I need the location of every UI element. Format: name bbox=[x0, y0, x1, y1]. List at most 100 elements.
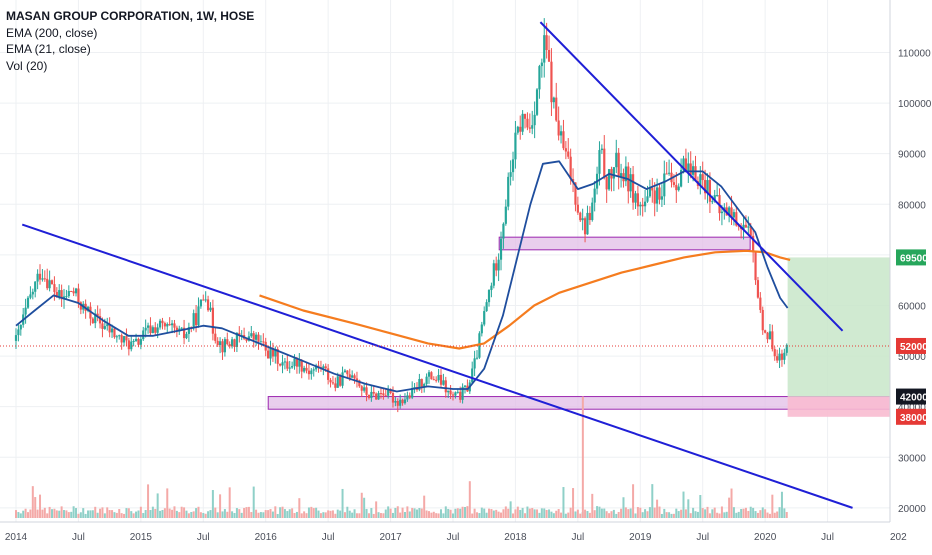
volume-bar bbox=[468, 481, 471, 518]
volume-bar bbox=[528, 508, 531, 518]
candle-body bbox=[211, 307, 214, 334]
candle-body bbox=[288, 367, 291, 369]
volume-bar bbox=[444, 506, 447, 518]
volume-bar bbox=[295, 511, 298, 518]
candle-body bbox=[41, 278, 44, 280]
volume-bar bbox=[341, 488, 344, 518]
volume-bar bbox=[756, 512, 759, 518]
volume-bar bbox=[749, 506, 752, 518]
volume-bar bbox=[274, 506, 277, 518]
volume-bar bbox=[142, 513, 145, 518]
volume-bar bbox=[545, 509, 548, 518]
volume-bar bbox=[151, 506, 154, 518]
candle-body bbox=[655, 187, 659, 204]
volume-bar bbox=[99, 508, 102, 518]
volume-bar bbox=[36, 509, 39, 518]
candle-body bbox=[168, 324, 171, 326]
volume-bar bbox=[324, 512, 327, 518]
volume-bar bbox=[315, 507, 318, 518]
candle-body bbox=[728, 207, 731, 216]
candle-body bbox=[401, 399, 404, 404]
volume-bar bbox=[135, 511, 138, 518]
volume-bar bbox=[216, 512, 219, 518]
volume-bar bbox=[454, 508, 457, 518]
candle-body bbox=[154, 327, 157, 333]
volume-bar bbox=[209, 510, 212, 518]
candle-body bbox=[389, 389, 392, 394]
volume-bar bbox=[785, 512, 788, 518]
price-label-bg bbox=[896, 408, 926, 425]
volume-bar bbox=[548, 509, 551, 518]
volume-bar bbox=[159, 510, 162, 518]
candle-body bbox=[636, 193, 639, 207]
volume-bar bbox=[740, 508, 743, 518]
candle-body bbox=[711, 201, 714, 203]
volume-bar bbox=[103, 513, 106, 518]
volume-bar bbox=[648, 507, 651, 518]
candle-body bbox=[221, 341, 224, 353]
volume-bar bbox=[27, 512, 30, 518]
volume-bar bbox=[113, 512, 116, 518]
candle-body bbox=[427, 372, 431, 377]
candle-body bbox=[581, 218, 584, 221]
volume-bar bbox=[384, 509, 387, 518]
volume-bar bbox=[752, 507, 755, 518]
volume-bar bbox=[492, 510, 495, 518]
candle-body bbox=[684, 158, 688, 171]
candle-body bbox=[89, 306, 92, 319]
volume-bar bbox=[329, 510, 332, 518]
volume-bar bbox=[629, 508, 632, 518]
candle-body bbox=[77, 288, 80, 303]
volume-bar bbox=[245, 507, 248, 518]
volume-bar bbox=[605, 511, 608, 518]
candle-body bbox=[603, 148, 606, 177]
candle-body bbox=[675, 184, 678, 191]
candle-body bbox=[125, 336, 128, 341]
candle-body bbox=[363, 387, 366, 391]
candle-body bbox=[780, 353, 784, 360]
volume-bar bbox=[490, 509, 493, 518]
volume-bar bbox=[567, 512, 570, 518]
candle-body bbox=[749, 226, 752, 236]
volume-bar bbox=[305, 513, 308, 518]
candle-body bbox=[113, 328, 116, 338]
candle-body bbox=[331, 382, 335, 384]
volume-bar bbox=[552, 513, 555, 518]
candle-body bbox=[591, 202, 594, 221]
candle-body bbox=[689, 163, 692, 175]
price-axis-bg bbox=[890, 0, 932, 550]
candle-body bbox=[175, 327, 178, 332]
candle-body bbox=[425, 376, 428, 385]
volume-bar bbox=[267, 510, 270, 518]
candle-body bbox=[456, 391, 459, 393]
candle-body bbox=[72, 291, 75, 294]
chart-title: MASAN GROUP CORPORATION, 1W, HOSE bbox=[6, 9, 255, 23]
candle-body bbox=[322, 366, 325, 369]
candle-body bbox=[612, 167, 615, 179]
volume-bar bbox=[363, 497, 366, 518]
candle-body bbox=[471, 368, 474, 383]
volume-bar bbox=[175, 510, 178, 518]
volume-bar bbox=[418, 507, 421, 518]
candle-body bbox=[579, 212, 582, 221]
x-tick-label: 2018 bbox=[504, 532, 527, 543]
candle-body bbox=[370, 391, 373, 399]
candle-body bbox=[694, 166, 697, 182]
volume-bar bbox=[639, 507, 642, 518]
volume-bar bbox=[560, 512, 563, 518]
volume-bar bbox=[132, 513, 135, 518]
ema21-line bbox=[15, 160, 789, 393]
volume-bar bbox=[190, 511, 193, 518]
candle-body bbox=[216, 340, 219, 345]
candle-body bbox=[598, 150, 601, 174]
volume-bar bbox=[483, 508, 486, 518]
volume-bar bbox=[197, 506, 200, 518]
volume-bar bbox=[29, 509, 32, 518]
volume-bar bbox=[211, 490, 214, 518]
volume-bar bbox=[557, 509, 560, 518]
candle-body bbox=[442, 380, 445, 385]
y-tick-label: 50000 bbox=[898, 352, 926, 363]
candle-body bbox=[499, 238, 503, 260]
